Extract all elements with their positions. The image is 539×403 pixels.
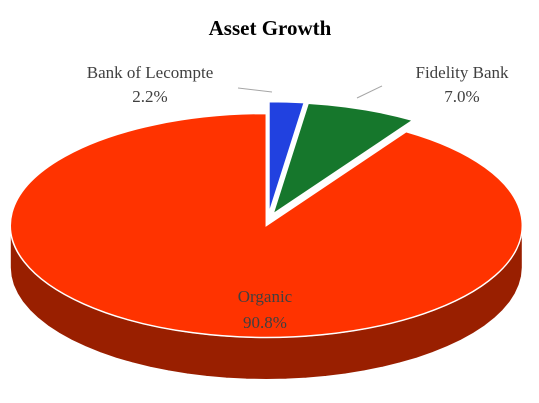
chart-title: Asset Growth [209,16,332,40]
leader-line [356,85,383,99]
slice-label: Fidelity Bank [415,63,509,82]
slice-value-label: 90.8% [243,313,287,332]
slice-value-label: 2.2% [132,87,167,106]
slice-label: Bank of Lecompte [87,63,214,82]
slice [9,112,524,339]
slice [268,100,306,214]
slice-value-label: 7.0% [444,87,479,106]
slice [271,102,415,216]
slice-label: Organic [238,287,293,306]
leader-line [237,87,273,93]
